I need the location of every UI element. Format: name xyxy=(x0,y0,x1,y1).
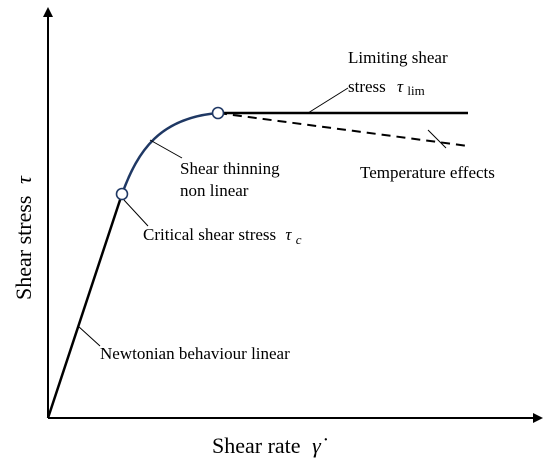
limiting-label-text: stress xyxy=(348,77,386,96)
y-axis-symbol: τ xyxy=(11,175,36,184)
critical-leader xyxy=(123,199,149,227)
limiting-symbol: τ xyxy=(397,77,404,96)
y-axis-label-text: Shear stress xyxy=(11,196,36,300)
limiting-subscript: lim xyxy=(407,83,424,98)
critical-shear-stress-label: Critical shear stress τ c xyxy=(143,225,302,247)
y-axis-label: Shear stress τ xyxy=(11,175,36,300)
limiting-label-line2: stress τ lim xyxy=(348,77,425,98)
newtonian-label: Newtonian behaviour linear xyxy=(100,344,290,363)
x-axis-symbol: γ̇ xyxy=(312,433,328,458)
shear-thinning-curve xyxy=(120,111,219,195)
shear-thinning-label-line1: Shear thinning xyxy=(180,159,280,178)
x-axis-label-text: Shear rate xyxy=(212,433,301,458)
temperature-effects-dashed-line xyxy=(217,112,469,147)
critical-point-marker xyxy=(115,187,129,201)
limiting-label-line1: Limiting shear xyxy=(348,48,448,67)
x-axis-label: Shear rate γ̇ xyxy=(212,433,328,458)
newtonian-leader xyxy=(77,325,101,347)
critical-symbol: τ xyxy=(285,225,292,244)
critical-subscript: c xyxy=(296,232,302,247)
temperature-leader xyxy=(427,129,447,149)
limiting-leader xyxy=(307,87,349,114)
shear-thinning-leader xyxy=(149,139,183,159)
temperature-effects-label: Temperature effects xyxy=(360,163,495,182)
critical-label-text: Critical shear stress xyxy=(143,225,276,244)
shear-thinning-label-line2: non linear xyxy=(180,181,249,200)
plateau-start-marker xyxy=(211,106,225,120)
newtonian-line xyxy=(46,193,124,419)
